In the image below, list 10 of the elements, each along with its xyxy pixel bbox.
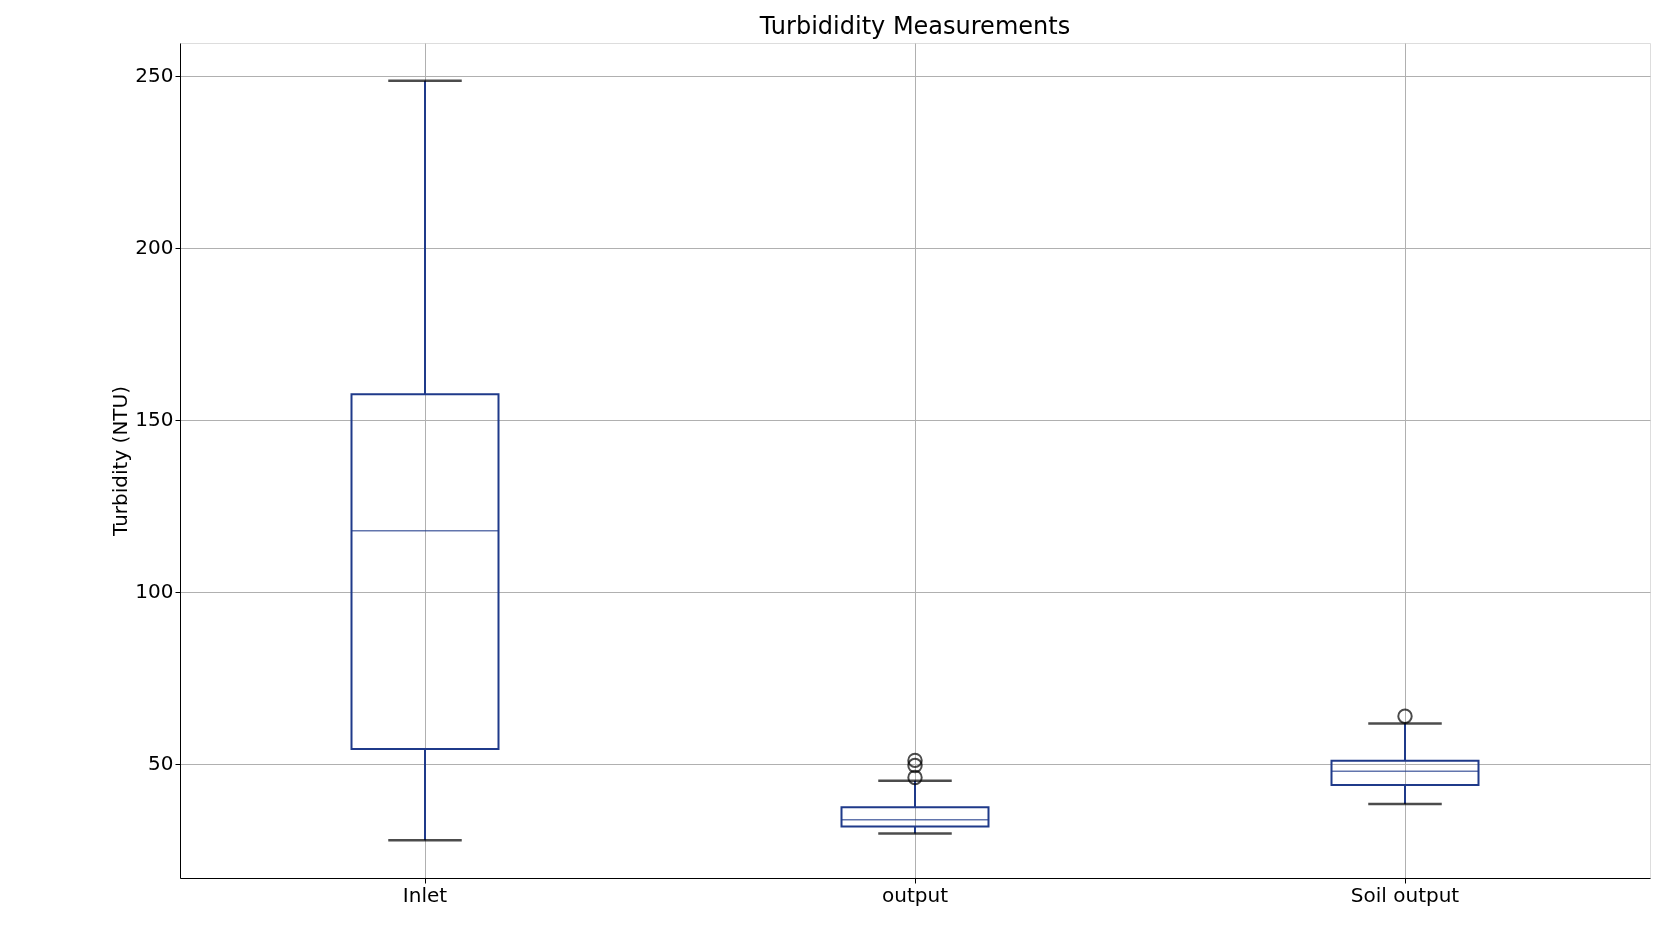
- y-tick-label: 250: [135, 63, 174, 88]
- y-tick-label: 100: [135, 579, 174, 604]
- x-tick-label: Inlet: [402, 882, 448, 907]
- x-tick-label: Soil output: [1350, 882, 1460, 907]
- y-tick-label: 200: [135, 235, 174, 260]
- y-tick-label: 150: [135, 407, 174, 432]
- y-tick-label: 50: [148, 751, 174, 776]
- chart-title: Turbididity Measurements: [758, 12, 1071, 40]
- x-tick-label: output: [882, 882, 949, 907]
- y-axis-title: Turbidity (NTU): [108, 385, 133, 538]
